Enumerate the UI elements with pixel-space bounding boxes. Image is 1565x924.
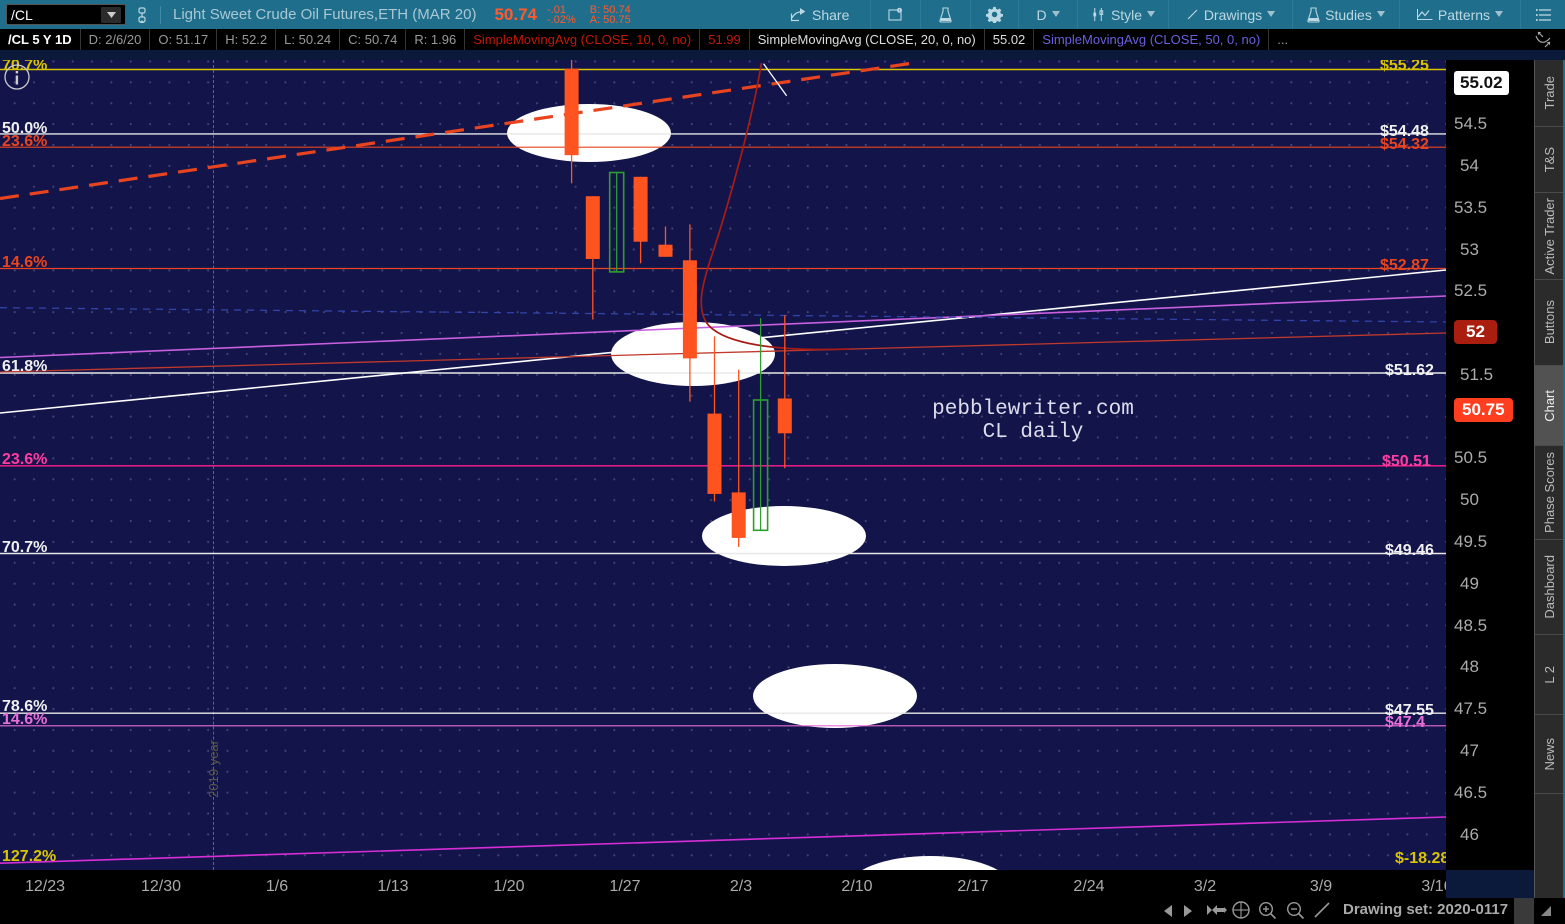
svg-text:i: i bbox=[899, 8, 900, 12]
